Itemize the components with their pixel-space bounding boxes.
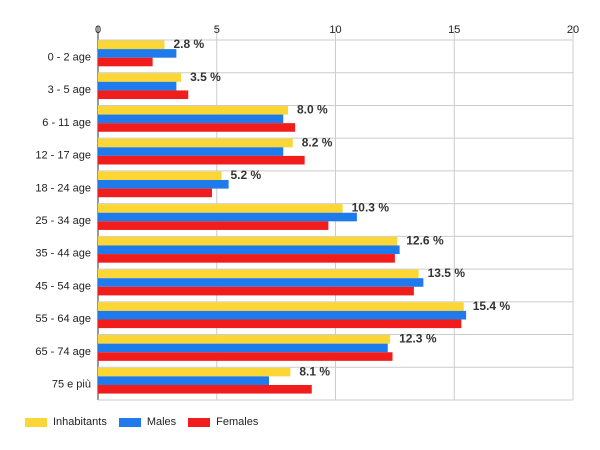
category-label: 25 - 34 age: [35, 215, 91, 227]
legend: Inhabitants Males Females: [25, 416, 270, 428]
bar-males[interactable]: [98, 180, 229, 189]
x-tick-label: 15: [448, 24, 460, 36]
bar-males[interactable]: [98, 310, 467, 320]
category-label: 45 - 54 age: [35, 280, 91, 292]
data-label: 10.3 %: [352, 201, 390, 215]
category-labels: 0 - 2 age 3 - 5 age 6 - 11 age 12 - 17 age 1…: [35, 51, 91, 390]
bar-males[interactable]: [98, 212, 357, 222]
data-labels: 2.8 % 3.5 % 8.0 % 8.2 % 5.2 % 10.3 % 12.6 % 13.…: [174, 37, 511, 378]
bar-inhabitants[interactable]: [98, 40, 165, 50]
category-label: 75 e più: [52, 379, 91, 391]
bar-inhabitants[interactable]: [98, 302, 464, 311]
bar-inhabitants[interactable]: [98, 138, 293, 148]
bar-inhabitants[interactable]: [98, 236, 398, 246]
bar-females[interactable]: [98, 188, 212, 198]
bar-females[interactable]: [98, 57, 153, 67]
bar-females[interactable]: [98, 254, 395, 263]
bar-males[interactable]: [98, 278, 424, 287]
data-label: 8.1 %: [299, 364, 330, 378]
x-tick-label: 5: [214, 24, 220, 36]
legend-swatch-males: [118, 417, 141, 427]
bar-inhabitants[interactable]: [98, 171, 222, 181]
category-label: 6 - 11 age: [42, 117, 91, 129]
bar-males[interactable]: [98, 147, 284, 156]
legend-swatch-inhabitants: [25, 417, 47, 427]
data-label: 2.8 %: [174, 37, 205, 51]
bar-inhabitants[interactable]: [98, 269, 419, 279]
data-label: 8.2 %: [302, 135, 333, 149]
category-label: 35 - 44 age: [35, 248, 91, 260]
bar-females[interactable]: [98, 155, 305, 165]
bar-inhabitants[interactable]: [98, 73, 182, 82]
bar-females[interactable]: [98, 221, 329, 230]
bars: [98, 40, 467, 394]
data-label: 8.0 %: [297, 103, 328, 117]
legend-label-males: Males: [146, 416, 177, 428]
bar-females[interactable]: [98, 90, 189, 100]
bar-females[interactable]: [98, 286, 414, 296]
bar-inhabitants[interactable]: [98, 335, 391, 344]
legend-label-inhabitants: Inhabitants: [53, 416, 107, 428]
category-label: 3 - 5 age: [48, 84, 91, 96]
bar-females[interactable]: [98, 123, 296, 132]
category-label: 65 - 74 age: [35, 346, 91, 358]
legend-item-males[interactable]: Males: [118, 416, 177, 428]
bar-males[interactable]: [98, 114, 284, 124]
bar-inhabitants[interactable]: [98, 367, 291, 377]
category-label: 12 - 17 age: [35, 150, 91, 162]
bar-females[interactable]: [98, 319, 462, 329]
data-label: 12.3 %: [399, 332, 437, 346]
legend-item-females[interactable]: Females: [188, 416, 258, 428]
data-label: 15.4 %: [473, 299, 511, 313]
x-tick-label: 10: [329, 24, 341, 36]
legend-label-females: Females: [216, 416, 259, 428]
bar-females[interactable]: [98, 384, 312, 394]
bar-males[interactable]: [98, 343, 388, 353]
data-label: 12.6 %: [406, 233, 444, 247]
bar-inhabitants[interactable]: [98, 204, 343, 213]
bar-males[interactable]: [98, 245, 400, 255]
bar-females[interactable]: [98, 352, 393, 361]
grid-lines: [97, 26, 574, 401]
data-label: 13.5 %: [428, 266, 466, 280]
category-label: 55 - 64 age: [35, 313, 91, 325]
legend-swatch-females: [188, 417, 211, 427]
category-label: 0 - 2 age: [48, 51, 91, 63]
x-tick-label: 0: [95, 24, 101, 36]
legend-item-inhabitants[interactable]: Inhabitants: [25, 416, 107, 428]
data-label: 3.5 %: [190, 70, 221, 84]
category-label: 18 - 24 age: [35, 182, 91, 194]
bar-inhabitants[interactable]: [98, 105, 288, 115]
bar-males[interactable]: [98, 49, 177, 58]
x-tick-label: 20: [567, 24, 579, 36]
x-axis-ticks: 0 5 10 15 20: [95, 24, 579, 36]
bar-males[interactable]: [98, 81, 177, 91]
bar-males[interactable]: [98, 376, 269, 385]
data-label: 5.2 %: [231, 168, 262, 182]
